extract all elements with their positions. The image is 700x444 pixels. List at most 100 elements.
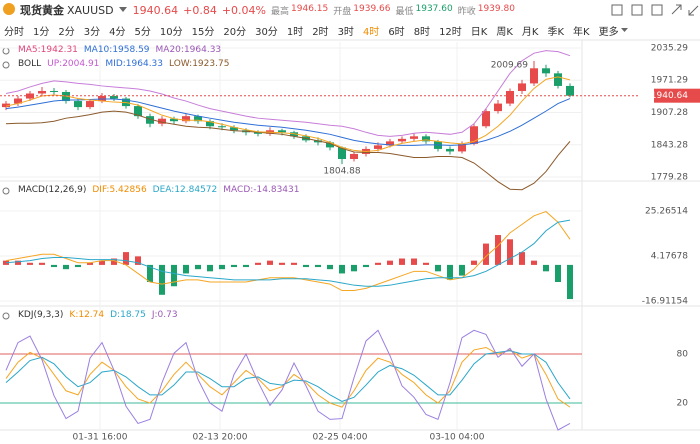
- y-tick-label: 20: [677, 399, 689, 409]
- macd-bar: [495, 235, 501, 265]
- interval-tab[interactable]: 3分: [83, 26, 101, 38]
- macd-bar: [567, 264, 573, 300]
- x-tick-label: 01-31 16:00: [73, 433, 128, 443]
- candle-body: [38, 90, 46, 94]
- candle-body: [482, 111, 490, 127]
- candle-body: [446, 148, 454, 152]
- candle-body: [194, 116, 202, 122]
- interval-tab[interactable]: 10分: [159, 26, 183, 38]
- stat-value: 1939.80: [477, 3, 515, 14]
- indicator-line: [5, 76, 571, 152]
- macd-bar: [75, 264, 81, 268]
- stat-value: 1937.60: [415, 3, 453, 14]
- stat-label: 开盘: [333, 6, 352, 17]
- macd-bar: [471, 260, 477, 265]
- macd-bar: [351, 264, 357, 272]
- candle-body: [158, 118, 166, 124]
- candle-body: [338, 147, 346, 160]
- interval-tab[interactable]: 12时: [439, 26, 462, 38]
- macd-bar: [51, 264, 57, 268]
- candle-body: [2, 103, 10, 108]
- interval-tab[interactable]: 季K: [547, 26, 565, 38]
- stats: 最高 1946.15 开盘 1939.66 最低 1937.60 昨收 1939.80: [271, 4, 520, 17]
- interval-tab[interactable]: 2时: [312, 26, 329, 38]
- legend-item: BOLL: [18, 59, 42, 69]
- interval-tab[interactable]: 1分: [33, 26, 50, 38]
- y-tick-label: 1907.28: [651, 108, 688, 118]
- settings-icon: [2, 312, 10, 320]
- interval-tab[interactable]: 月K: [521, 26, 539, 38]
- y-tick-label: 4.17678: [651, 252, 688, 262]
- y-tick-label: 1779.28: [651, 173, 688, 183]
- macd-bar: [39, 262, 45, 265]
- x-tick-label: 02-13 20:00: [193, 433, 248, 443]
- settings-icon: [2, 47, 10, 55]
- legend-item: MA10:1958.59: [83, 45, 150, 55]
- ma-legend: MA5:1942.31 MA10:1958.59 MA20:1964.33: [18, 45, 227, 55]
- candle-body: [110, 96, 118, 99]
- candle-body: [386, 141, 394, 146]
- macd-bar: [339, 264, 345, 274]
- interval-tab[interactable]: 6时: [388, 26, 405, 38]
- toolbar-icons[interactable]: [611, 4, 699, 16]
- interval-tab[interactable]: 15分: [191, 26, 215, 38]
- candle-body: [506, 90, 514, 104]
- dropdown-arrow[interactable]: [118, 7, 127, 13]
- stat-value: 1939.66: [353, 3, 391, 14]
- last-price: 1940.64: [132, 3, 179, 17]
- candle-body: [458, 143, 466, 152]
- macd-bar: [399, 258, 405, 265]
- interval-tab[interactable]: 分时: [4, 26, 24, 38]
- more-menu[interactable]: 更多: [598, 26, 619, 38]
- interval-tab[interactable]: 3时: [337, 26, 354, 38]
- symbol-code[interactable]: XAUUSD: [67, 3, 114, 17]
- candle-body: [134, 106, 142, 117]
- candle-body: [254, 132, 262, 134]
- stat-label: 昨收: [457, 6, 476, 17]
- candle-body: [206, 121, 214, 127]
- macd-legend: MACD(12,26,9) DIF:5.42856 DEA:12.84572 MACD…: [18, 185, 305, 195]
- macd-bar: [135, 256, 141, 265]
- candle-body: [14, 98, 22, 104]
- interval-tab[interactable]: 4分: [109, 26, 126, 38]
- macd-bar: [183, 264, 189, 274]
- interval-tab[interactable]: 1时: [286, 26, 304, 38]
- candle-body: [86, 101, 94, 108]
- interval-tab[interactable]: 周K: [496, 26, 513, 38]
- settings-icon: [2, 187, 10, 195]
- candle-body: [398, 138, 406, 142]
- last-price-badge: [654, 88, 700, 103]
- symbol-name: 现货黄金: [20, 4, 64, 17]
- legend-item: MA20:1964.33: [155, 45, 222, 55]
- macd-bar: [411, 258, 417, 265]
- macd-bar: [99, 260, 105, 265]
- legend-item: MA5:1942.31: [18, 45, 78, 55]
- candle-body: [350, 153, 358, 160]
- candle-body: [530, 68, 538, 84]
- macd-bar: [123, 252, 129, 265]
- macd-bar: [423, 262, 429, 265]
- interval-tab[interactable]: 30分: [255, 26, 278, 38]
- macd-bar: [27, 262, 33, 265]
- indicator-line: [5, 110, 571, 191]
- kdj-legend: KDJ(9,3,3) K:12.74 D:18.75 J:0.73: [18, 310, 184, 320]
- legend-item: UP:2004.91: [47, 59, 100, 69]
- more-arrow[interactable]: [620, 27, 628, 33]
- interval-tab[interactable]: 日K: [470, 26, 488, 38]
- interval-tab[interactable]: 20分: [223, 26, 247, 38]
- indicator-line: [5, 346, 571, 408]
- macd-bar: [303, 264, 309, 268]
- macd-bar: [147, 264, 153, 282]
- interval-tab[interactable]: 年K: [573, 26, 590, 38]
- settings-icon: [2, 61, 10, 69]
- y-tick-label: 80: [677, 350, 689, 360]
- macd-bar: [195, 264, 201, 270]
- interval-tab[interactable]: 8时: [413, 26, 431, 38]
- interval-tab[interactable]: 4时: [362, 26, 380, 38]
- interval-tab[interactable]: 2分: [58, 26, 75, 38]
- x-tick-label: 02-25 04:00: [313, 433, 368, 443]
- stat-value: 1946.15: [291, 3, 329, 14]
- legend-item: MID:1964.33: [105, 59, 164, 69]
- interval-tab[interactable]: 5分: [134, 26, 151, 38]
